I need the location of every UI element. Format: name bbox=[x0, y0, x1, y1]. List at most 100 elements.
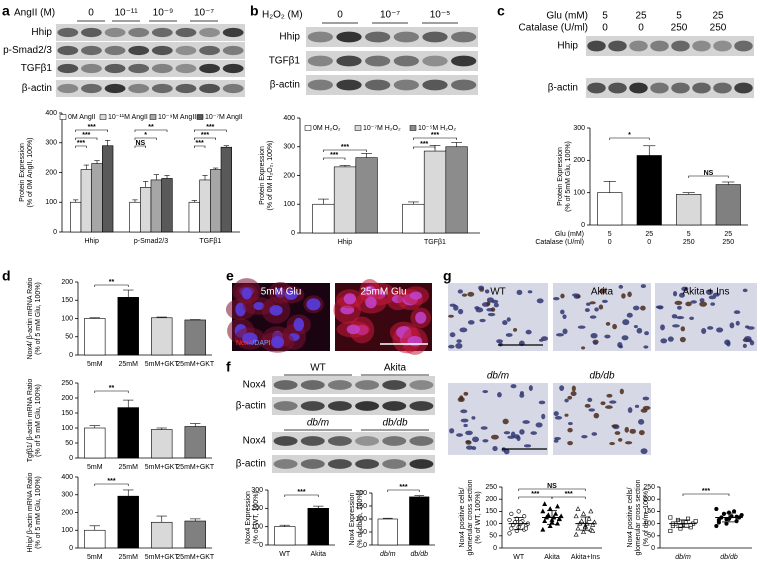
nucleus bbox=[612, 323, 617, 330]
y-tick-label: 300 bbox=[283, 144, 295, 151]
nucleus bbox=[541, 336, 549, 341]
nucleus bbox=[502, 418, 509, 425]
group-label: db/db bbox=[382, 418, 407, 429]
data-point bbox=[581, 510, 586, 516]
y-tick-label: 400 bbox=[283, 115, 295, 122]
significance-label: *** bbox=[565, 491, 573, 498]
bar bbox=[307, 508, 329, 546]
stain-dapi: /DAPI bbox=[252, 340, 270, 347]
blot-band bbox=[409, 459, 434, 469]
y-tick-label: 150 bbox=[643, 508, 655, 515]
blot-band bbox=[650, 40, 669, 52]
blot-label: β-actin bbox=[22, 83, 52, 94]
nucleus bbox=[673, 291, 678, 297]
x-tick-label: Akita bbox=[544, 554, 560, 561]
blot-band bbox=[128, 63, 150, 74]
bar bbox=[210, 169, 222, 233]
nucleus bbox=[456, 433, 464, 437]
blot-band bbox=[175, 27, 197, 38]
data-point bbox=[579, 518, 585, 524]
nucleus bbox=[681, 286, 689, 292]
nucleus bbox=[538, 400, 546, 405]
significance-label: NS bbox=[547, 483, 557, 490]
significance-label: * bbox=[628, 132, 631, 139]
group-label: WT bbox=[310, 363, 326, 374]
significance-bracket bbox=[134, 145, 146, 148]
blot-band bbox=[307, 79, 333, 91]
nucleus bbox=[634, 404, 640, 408]
x-tick-label: 5mM bbox=[87, 464, 103, 471]
nucleus bbox=[525, 329, 532, 335]
significance-bracket bbox=[94, 390, 129, 393]
nucleus bbox=[562, 328, 568, 335]
blot-band bbox=[104, 63, 126, 74]
nucleus bbox=[471, 416, 476, 420]
cell-nucleus bbox=[346, 324, 360, 335]
y-tick-label: 50 bbox=[65, 440, 73, 447]
x-tick-label: 25mM bbox=[119, 554, 139, 561]
significance-label: ** bbox=[109, 279, 115, 286]
data-point bbox=[734, 514, 739, 519]
nucleus bbox=[655, 305, 663, 309]
bar bbox=[184, 520, 206, 549]
nucleus bbox=[618, 345, 623, 349]
y-tick-label: 150 bbox=[485, 508, 497, 515]
nucleus bbox=[705, 289, 714, 296]
significance-bracket bbox=[609, 137, 650, 140]
significance-label: *** bbox=[82, 132, 90, 139]
data-point bbox=[575, 506, 581, 511]
data-point bbox=[721, 511, 727, 516]
x-tick-label: 5mM+GKT bbox=[145, 554, 180, 561]
nucleus bbox=[567, 427, 573, 433]
x-tick-label: 25mM bbox=[119, 361, 139, 368]
y-axis-label: Nox4 Expression bbox=[349, 492, 356, 545]
data-point bbox=[678, 524, 683, 529]
significance-bracket bbox=[413, 146, 436, 149]
blot-band bbox=[222, 45, 244, 56]
nucleus bbox=[593, 412, 600, 419]
nucleus bbox=[507, 435, 515, 439]
blot-band bbox=[409, 401, 434, 411]
nucleus bbox=[599, 288, 607, 294]
image-label: db/m bbox=[487, 371, 509, 382]
blot-label: TGFβ1 bbox=[269, 56, 301, 67]
blot-band bbox=[222, 83, 244, 94]
nucleus bbox=[461, 293, 468, 297]
legend-swatch bbox=[59, 114, 67, 120]
nucleus bbox=[600, 401, 606, 406]
significance-bracket bbox=[75, 129, 108, 132]
nucleus bbox=[680, 326, 686, 332]
y-tick-label: 200 bbox=[485, 496, 497, 503]
nucleus bbox=[621, 335, 629, 341]
lane-label: 0 bbox=[638, 23, 644, 34]
blot-band bbox=[57, 27, 79, 38]
bar bbox=[184, 319, 206, 356]
blot-band bbox=[81, 45, 102, 56]
group-label: Akita bbox=[384, 363, 407, 374]
y-tick-label: 150 bbox=[355, 503, 367, 510]
blot-band bbox=[355, 401, 380, 411]
data-point bbox=[509, 526, 514, 531]
bar bbox=[377, 518, 398, 546]
nucleus bbox=[480, 426, 488, 430]
blot-band bbox=[587, 82, 606, 94]
cell-nucleus bbox=[407, 335, 423, 347]
x-tick-label: WT bbox=[279, 551, 291, 558]
legend-label: 0M H₂O₂ bbox=[313, 125, 341, 132]
cell-nucleus bbox=[293, 317, 305, 332]
nucleus bbox=[571, 293, 580, 297]
significance-label: *** bbox=[297, 489, 305, 496]
y-tick-label: 100 bbox=[283, 201, 295, 208]
data-point bbox=[573, 531, 579, 537]
x-table-value: 25 bbox=[645, 231, 653, 238]
significance-label: *** bbox=[88, 124, 96, 131]
nucleus bbox=[554, 436, 561, 441]
y-axis-label: (% of 5 mM Glu, 100%) bbox=[35, 282, 42, 355]
lane-label: 25 bbox=[712, 11, 724, 22]
y-tick-label: 0 bbox=[291, 230, 295, 237]
blot-band bbox=[300, 401, 325, 411]
nucleus bbox=[743, 336, 752, 342]
data-point bbox=[540, 526, 546, 532]
x-table-value: 25 bbox=[724, 231, 732, 238]
